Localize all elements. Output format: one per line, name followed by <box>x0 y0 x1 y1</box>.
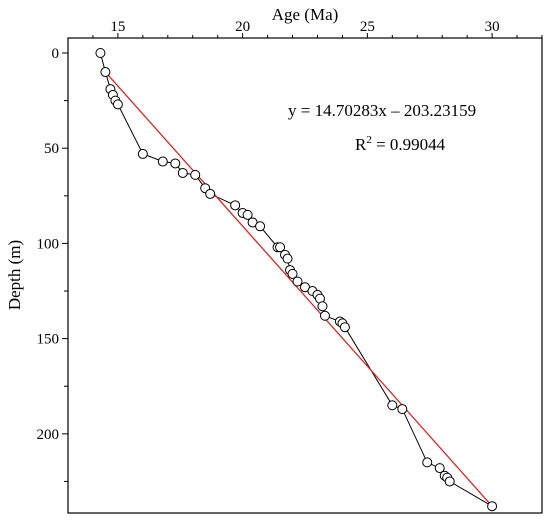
x-axis-title: Age (Ma) <box>272 5 339 24</box>
data-point <box>339 322 350 333</box>
y-tick-label: 100 <box>37 236 60 252</box>
data-point <box>317 301 328 312</box>
x-tick-label: 25 <box>360 19 375 35</box>
data-point <box>487 501 498 512</box>
data-point <box>230 200 241 211</box>
regression-line <box>104 71 493 507</box>
y-tick-label: 150 <box>37 332 60 348</box>
y-tick-label: 200 <box>37 427 60 443</box>
y-axis-title: Depth (m) <box>5 240 24 310</box>
data-point <box>319 310 330 321</box>
data-point <box>397 404 408 415</box>
data-point <box>177 167 188 178</box>
data-point <box>292 276 303 287</box>
data-point <box>387 400 398 411</box>
plot-frame <box>67 37 543 514</box>
data-point <box>137 148 148 159</box>
data-point <box>444 476 455 487</box>
y-tick-label: 50 <box>44 141 59 157</box>
regression-equation: y = 14.70283x – 203.23159 <box>288 101 476 120</box>
data-point <box>112 99 123 110</box>
data-point <box>255 221 266 232</box>
markers-group <box>95 48 498 512</box>
data-point <box>422 457 433 468</box>
data-point <box>205 188 216 199</box>
x-tick-label: 20 <box>235 19 250 35</box>
data-point <box>282 253 293 264</box>
y-axis: 0 50 100 150 200 <box>37 46 68 482</box>
data-point <box>242 209 253 220</box>
data-point <box>190 169 201 180</box>
data-point <box>275 242 286 253</box>
plot-area-border <box>67 37 543 514</box>
y-tick-label: 0 <box>52 46 60 62</box>
data-point <box>95 48 106 58</box>
fit-line-group <box>104 71 493 507</box>
data-point <box>434 463 445 474</box>
x-axis: 15 20 25 30 <box>92 19 543 38</box>
data-point <box>170 158 181 169</box>
data-point <box>287 268 298 279</box>
data-point <box>157 156 168 167</box>
data-point <box>100 67 111 78</box>
x-tick-label: 15 <box>110 19 125 35</box>
r-squared-label: R2 = 0.99044 <box>355 134 446 154</box>
x-tick-label: 30 <box>485 19 500 35</box>
